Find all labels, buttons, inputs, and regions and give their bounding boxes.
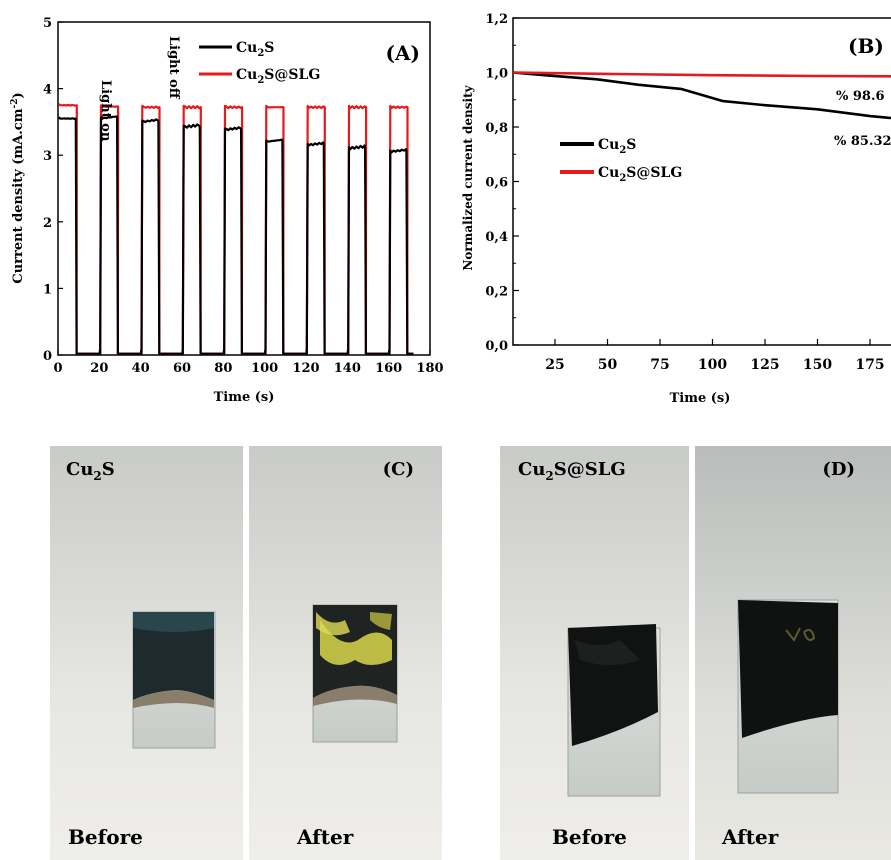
photo-d-after-electrode xyxy=(737,599,839,794)
chart-b-y-tick-label: 0,2 xyxy=(485,285,508,300)
photo-c-after-caption: After xyxy=(296,825,354,849)
chart-b-x-tick-label: 25 xyxy=(545,357,564,373)
chart-b-y-tick-label: 0,4 xyxy=(485,230,508,245)
chart-b-panel-label: (B) xyxy=(848,34,884,58)
chart-a-x-tick-label: 20 xyxy=(90,361,108,376)
photo-panel-c: Cu2S (C) Before After xyxy=(50,446,442,860)
chart-b-x-tick-label: 125 xyxy=(750,357,779,373)
chart-b-x-tick-label: 100 xyxy=(698,357,727,373)
chart-a-x-axis-label: Time (s) xyxy=(214,390,275,405)
chart-a-x-tick-label: 120 xyxy=(292,361,319,376)
chart-b-series-line-cu2s xyxy=(512,71,891,120)
chart-a-legend-label-cu2s: Cu2S xyxy=(236,40,274,59)
chart-a-ticks: 0 20 40 60 80 100 120 140 160 180 0 1 2 3 4 5 xyxy=(43,16,444,376)
chart-b-series xyxy=(512,71,891,120)
photo-c-after-electrode xyxy=(312,604,398,743)
chart-b-y-tick-label: 0,6 xyxy=(485,176,508,191)
chart-b-y-tick-label: 1,2 xyxy=(485,12,508,27)
photo-c-sample-label: Cu2S xyxy=(66,459,115,483)
chart-a-legend: Cu2S Cu2S@SLG xyxy=(199,40,320,86)
chart-a-series-line-cu2s-slg xyxy=(58,103,414,355)
chart-b-end-label-cu2s-slg: % 98.6 xyxy=(836,89,885,104)
chart-a-x-tick-label: 100 xyxy=(251,361,278,376)
chart-b-x-tick-label: 150 xyxy=(803,357,832,373)
photo-d-after-caption: After xyxy=(721,825,779,849)
chart-b-x-tick-label: 175 xyxy=(855,357,884,373)
photo-d-before-electrode xyxy=(567,624,661,797)
chart-b-y-tick-label: 0,8 xyxy=(485,121,508,136)
chart-b-y-tick-label: 0,0 xyxy=(485,339,508,354)
chart-b-y-axis-label: Normalized current density xyxy=(461,84,475,270)
chart-a-series-line-cu2s xyxy=(58,115,414,355)
chart-b: 25 50 75 100 125 150 1750,00,20,40,60,81,01,2 … xyxy=(461,12,891,406)
chart-a-y-axis-label: Current density (mA.cm-2) xyxy=(10,92,26,283)
chart-a-legend-label-cu2s-slg: Cu2S@SLG xyxy=(236,67,320,86)
photo-panel-d: Cu2S@SLG (D) Before After xyxy=(500,446,891,860)
photo-c-panel-label: (C) xyxy=(383,459,414,480)
chart-a-series xyxy=(58,103,414,355)
photo-d-panel-label: (D) xyxy=(822,459,855,480)
chart-a-x-tick-label: 60 xyxy=(173,361,191,376)
chart-background xyxy=(0,0,891,430)
chart-a-y-tick-label: 2 xyxy=(43,216,52,231)
chart-a-y-tick-label: 1 xyxy=(43,282,52,297)
chart-b-end-label-cu2s: % 85.32 xyxy=(834,134,891,149)
chart-a-panel-label: (A) xyxy=(386,41,420,65)
chart-a-x-tick-label: 140 xyxy=(334,361,361,376)
chart-a-x-tick-label: 180 xyxy=(416,361,443,376)
chart-a-annotation-light-on: Light on xyxy=(98,80,113,142)
photo-c-before-caption: Before xyxy=(68,825,143,849)
chart-a-x-tick-label: 40 xyxy=(132,361,150,376)
photo-d-before-caption: Before xyxy=(552,825,627,849)
chart-a-y-tick-label: 3 xyxy=(43,149,52,164)
chart-a-x-tick-label: 160 xyxy=(375,361,402,376)
chart-b-x-tick-label: 75 xyxy=(650,357,669,373)
chart-a-annotation-light-off: Light off xyxy=(166,36,181,100)
chart-b-x-axis-label: Time (s) xyxy=(670,391,731,406)
chart-b-y-tick-label: 1,0 xyxy=(485,67,508,82)
chart-a-frame xyxy=(57,21,431,356)
chart-b-legend-label-cu2s-slg: Cu2S@SLG xyxy=(598,165,682,184)
chart-a-x-tick-label: 80 xyxy=(214,361,232,376)
chart-b-series-line-cu2s-slg xyxy=(512,71,891,78)
chart-a-y-tick-label: 5 xyxy=(43,16,52,31)
chart-a-y-tick-label: 4 xyxy=(43,83,52,98)
chart-a-y-tick-label: 0 xyxy=(43,349,52,364)
chart-b-legend: Cu2S Cu2S@SLG xyxy=(560,137,682,184)
chart-b-legend-label-cu2s: Cu2S xyxy=(598,137,636,156)
photo-d-sample-label: Cu2S@SLG xyxy=(518,459,626,483)
chart-a-x-tick-label: 0 xyxy=(53,361,62,376)
photo-c-before-electrode xyxy=(132,611,216,749)
chart-b-ticks: 25 50 75 100 125 150 175 0,0 0,2 0,4 0,6 0,8 1,0 1,2 xyxy=(485,12,884,373)
chart-b-x-tick-label: 50 xyxy=(598,357,618,373)
